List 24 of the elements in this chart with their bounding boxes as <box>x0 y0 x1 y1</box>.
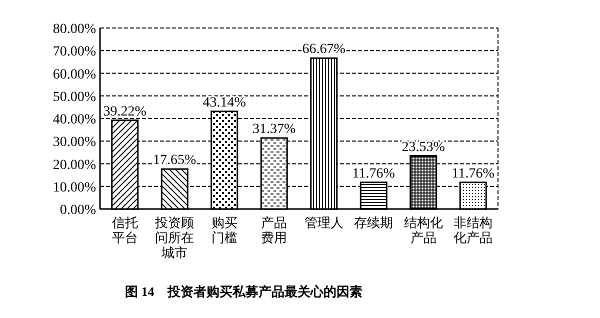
data-label: 23.53% <box>402 140 446 155</box>
y-tick-label: 80.00% <box>52 22 96 37</box>
x-tick-label: 非结构化产品 <box>454 215 493 245</box>
text: 图 14 投资者购买私募产品最关心的因素 <box>125 284 362 299</box>
x-tick-label: 管理人 <box>304 215 344 230</box>
y-tick-label: 60.00% <box>52 67 96 82</box>
x-tick-label: 信托平台 <box>112 215 138 245</box>
x-tick-label: 购买门槛 <box>211 215 238 245</box>
data-label: 39.22% <box>103 104 147 120</box>
x-tick-label: 投资顾问所在城市 <box>154 215 194 260</box>
y-tick-label: 10.00% <box>52 180 96 196</box>
data-label: 11.76% <box>452 166 495 182</box>
y-tick-label: 50.00% <box>52 90 96 105</box>
x-tick-label: 存续期 <box>354 215 394 230</box>
y-tick-label: 0.00% <box>60 203 96 218</box>
y-tick-label: 40.00% <box>52 112 96 128</box>
y-tick-label: 30.00% <box>52 135 96 150</box>
data-label: 11.76% <box>352 166 396 182</box>
y-tick-label: 70.00% <box>52 44 96 60</box>
data-label: 43.14% <box>202 95 246 110</box>
x-tick-label: 产品费用 <box>261 215 288 245</box>
x-tick-label: 结构化产品 <box>404 215 443 245</box>
y-tick-label: 20.00% <box>52 158 96 173</box>
data-label: 31.37% <box>252 122 296 138</box>
